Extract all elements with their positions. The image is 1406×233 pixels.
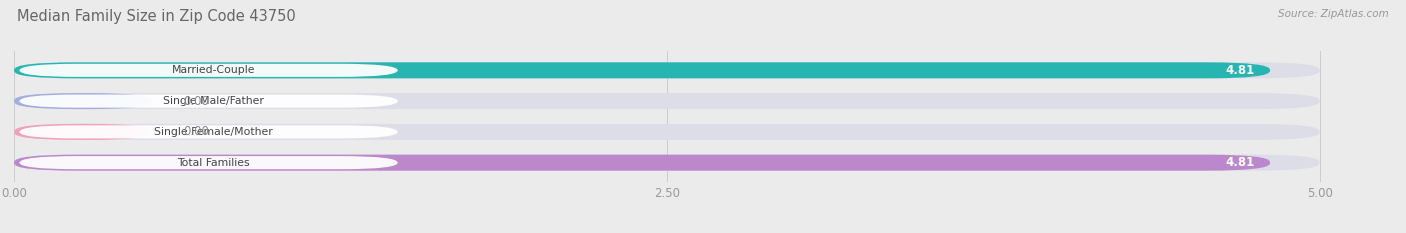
- FancyBboxPatch shape: [14, 155, 1270, 171]
- Text: 4.81: 4.81: [1225, 64, 1254, 77]
- FancyBboxPatch shape: [14, 124, 1320, 140]
- FancyBboxPatch shape: [14, 93, 152, 109]
- FancyBboxPatch shape: [14, 124, 152, 140]
- FancyBboxPatch shape: [20, 64, 398, 77]
- Text: Source: ZipAtlas.com: Source: ZipAtlas.com: [1278, 9, 1389, 19]
- FancyBboxPatch shape: [14, 62, 1270, 78]
- Text: 0.00: 0.00: [183, 95, 209, 108]
- Text: Median Family Size in Zip Code 43750: Median Family Size in Zip Code 43750: [17, 9, 295, 24]
- Text: Total Families: Total Families: [177, 158, 250, 168]
- FancyBboxPatch shape: [20, 156, 398, 169]
- Text: 0.00: 0.00: [183, 125, 209, 138]
- Text: Single Male/Father: Single Male/Father: [163, 96, 264, 106]
- FancyBboxPatch shape: [20, 125, 398, 138]
- Text: Single Female/Mother: Single Female/Mother: [155, 127, 273, 137]
- FancyBboxPatch shape: [14, 93, 1320, 109]
- FancyBboxPatch shape: [14, 62, 1320, 78]
- FancyBboxPatch shape: [20, 95, 398, 108]
- Text: 4.81: 4.81: [1225, 156, 1254, 169]
- Text: Married-Couple: Married-Couple: [172, 65, 256, 75]
- FancyBboxPatch shape: [14, 155, 1320, 171]
